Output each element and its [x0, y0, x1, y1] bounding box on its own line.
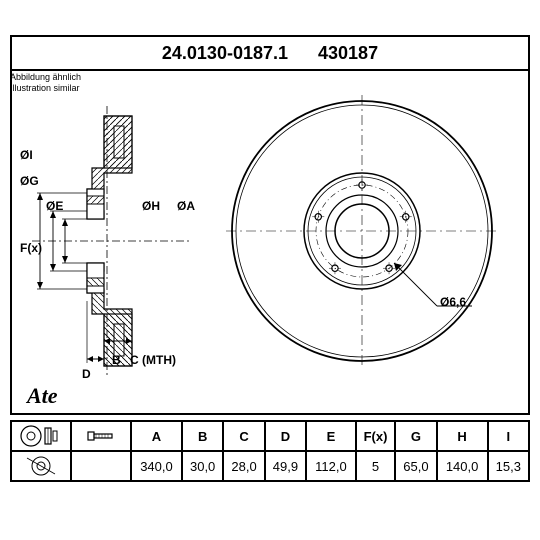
part-number: 24.0130-0187.1 — [162, 43, 288, 64]
dim-label-B: B — [112, 353, 121, 367]
col-header: A — [131, 421, 182, 451]
dim-label-E: ØE — [46, 199, 63, 213]
col-value: 5 — [356, 451, 395, 481]
col-header: I — [488, 421, 529, 451]
col-header: G — [395, 421, 436, 451]
dim-label-H: ØH — [142, 199, 160, 213]
col-value: 65,0 — [395, 451, 436, 481]
col-header: D — [265, 421, 306, 451]
icon-detail — [11, 451, 71, 481]
icon-disc — [11, 421, 71, 451]
ref-number: 430187 — [318, 43, 378, 64]
col-value: 340,0 — [131, 451, 182, 481]
icon-empty — [71, 451, 131, 481]
col-value: 49,9 — [265, 451, 306, 481]
spec-table: ABCDEF(x)GHI 340,030,028,049,9112,0565,0… — [10, 420, 530, 482]
header-bar: 24.0130-0187.1 430187 — [12, 37, 528, 71]
dim-label-F: F(x) — [20, 241, 42, 255]
caption: Abbildung ähnlich Illustration similar — [10, 72, 81, 94]
col-header: F(x) — [356, 421, 395, 451]
dim-label-C: C (MTH) — [130, 353, 176, 367]
brand-logo: Ate — [27, 383, 58, 409]
col-header: C — [223, 421, 264, 451]
col-header: E — [306, 421, 356, 451]
col-value: 112,0 — [306, 451, 356, 481]
dim-label-D: D — [82, 367, 91, 381]
dim-label-A: ØA — [177, 199, 195, 213]
col-header: H — [437, 421, 488, 451]
col-value: 15,3 — [488, 451, 529, 481]
drawing-frame: 24.0130-0187.1 430187 — [10, 35, 530, 415]
col-header: B — [182, 421, 223, 451]
col-value: 28,0 — [223, 451, 264, 481]
dim-label-G: ØG — [20, 174, 39, 188]
col-value: 30,0 — [182, 451, 223, 481]
caption-line1: Abbildung ähnlich — [10, 72, 81, 83]
caption-line2: Illustration similar — [10, 83, 81, 94]
icon-bolt — [71, 421, 131, 451]
side-view — [32, 101, 192, 381]
front-view — [222, 91, 502, 371]
dim-label-I: ØI — [20, 148, 33, 162]
dim-label-hole: Ø6,6 — [440, 295, 466, 309]
col-value: 140,0 — [437, 451, 488, 481]
diagram-area: ØI ØG ØE ØH ØA F(x) B D C (MTH) Ø6,6 Ate — [12, 71, 528, 417]
